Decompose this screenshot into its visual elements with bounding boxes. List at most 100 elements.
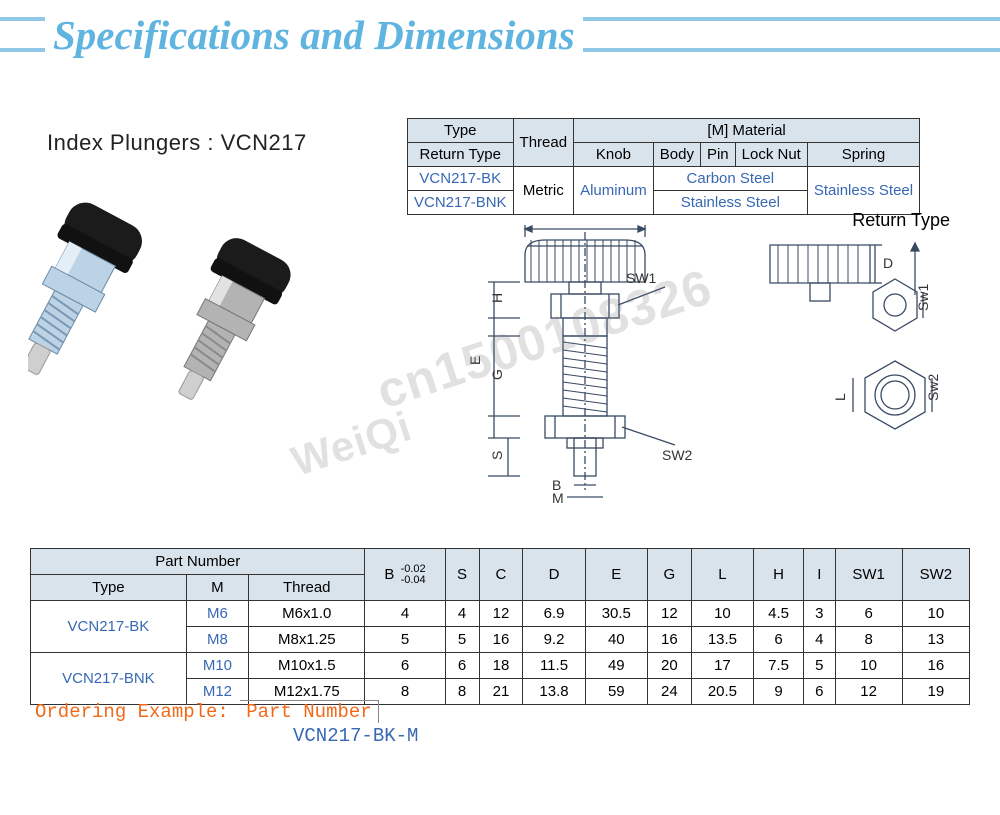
dim-cell: 12 (647, 601, 691, 627)
mat-hdr-thread: Thread (513, 119, 574, 167)
dim-cell: M10 (186, 653, 248, 679)
dim-cell: 59 (585, 679, 647, 705)
mat-bpl-val: Stainless Steel (653, 191, 807, 215)
dim-cell: 16 (647, 627, 691, 653)
dim-cell: 10 (902, 601, 969, 627)
dim-cell: 18 (479, 653, 523, 679)
product-photo (28, 195, 398, 475)
ordering-example: Ordering Example: Part Number (35, 700, 379, 723)
dim-cell: M8x1.25 (249, 627, 365, 653)
dim-hdr-col: H (754, 549, 804, 601)
dim-cell: 20 (647, 653, 691, 679)
svg-text:M: M (552, 490, 564, 506)
dim-cell: M6 (186, 601, 248, 627)
dim-cell: 4 (804, 627, 836, 653)
svg-text:Sw2: Sw2 (925, 374, 941, 401)
dimension-table: Part Number B -0.02-0.04 S C D E G L H I… (30, 548, 970, 705)
svg-text:D: D (883, 255, 893, 271)
dim-cell: 30.5 (585, 601, 647, 627)
dim-cell: 4 (445, 601, 479, 627)
dim-cell: 7.5 (754, 653, 804, 679)
dim-cell: 13.8 (523, 679, 585, 705)
dim-cell: 16 (479, 627, 523, 653)
dim-cell: 5 (365, 627, 445, 653)
mat-row-type: VCN217-BNK (408, 191, 514, 215)
technical-diagram: C SW1 SW2 E H G S B M D (450, 225, 970, 525)
dim-cell: 5 (445, 627, 479, 653)
dim-cell: 17 (691, 653, 753, 679)
dim-cell: 12 (835, 679, 902, 705)
dim-hdr-col: SW2 (902, 549, 969, 601)
dim-cell: 20.5 (691, 679, 753, 705)
dim-hdr-col: SW1 (835, 549, 902, 601)
dim-cell: 9 (754, 679, 804, 705)
svg-text:S: S (489, 451, 505, 460)
dim-cell: 6 (365, 653, 445, 679)
mat-hdr-return: Return Type (408, 143, 514, 167)
mat-bpl-val: Carbon Steel (653, 167, 807, 191)
svg-text:H: H (489, 293, 505, 303)
dim-type: VCN217-BNK (31, 653, 187, 705)
svg-text:SW1: SW1 (626, 270, 657, 286)
dim-cell: 10 (691, 601, 753, 627)
material-table: Type Thread [M] Material Return Type Kno… (407, 118, 920, 215)
mat-hdr-type: Type (408, 119, 514, 143)
dim-hdr-col: C (479, 549, 523, 601)
mat-hdr-knob: Knob (574, 143, 654, 167)
title-bar: Specifications and Dimensions (0, 0, 1000, 70)
dim-cell: 9.2 (523, 627, 585, 653)
mat-hdr-locknut: Lock Nut (735, 143, 807, 167)
dim-hdr-m: M (186, 575, 248, 601)
dim-cell: 19 (902, 679, 969, 705)
dim-cell: 6 (445, 653, 479, 679)
dim-cell: 5 (804, 653, 836, 679)
dim-cell: 6 (835, 601, 902, 627)
mat-spring-val: Stainless Steel (807, 167, 919, 215)
dim-cell: 6 (804, 679, 836, 705)
dim-hdr-col: E (585, 549, 647, 601)
mat-knob-val: Aluminum (574, 167, 654, 215)
dim-hdr-col: S (445, 549, 479, 601)
dim-cell: 10 (835, 653, 902, 679)
dim-type: VCN217-BK (31, 601, 187, 653)
ordering-value: VCN217-BK-M (293, 725, 418, 747)
dim-cell: 16 (902, 653, 969, 679)
dim-hdr-col: G (647, 549, 691, 601)
mat-hdr-pin: Pin (700, 143, 735, 167)
svg-text:C: C (579, 225, 589, 228)
dim-cell: 8 (835, 627, 902, 653)
dim-cell: 12 (479, 601, 523, 627)
dim-cell: 11.5 (523, 653, 585, 679)
product-label: Index Plungers : VCN217 (47, 130, 307, 156)
dim-cell: 4.5 (754, 601, 804, 627)
dim-hdr-b: B -0.02-0.04 (365, 549, 445, 601)
dim-cell: M10x1.5 (249, 653, 365, 679)
svg-text:L: L (832, 393, 848, 401)
svg-text:SW2: SW2 (662, 447, 693, 463)
mat-hdr-body: Body (653, 143, 700, 167)
dim-cell: 8 (445, 679, 479, 705)
mat-hdr-material: [M] Material (574, 119, 920, 143)
mat-thread-val: Metric (513, 167, 574, 215)
dim-cell: 4 (365, 601, 445, 627)
ordering-boxed: Part Number (240, 700, 378, 723)
mat-hdr-spring: Spring (807, 143, 919, 167)
svg-text:Sw1: Sw1 (915, 284, 931, 311)
dim-hdr-thread: Thread (249, 575, 365, 601)
dim-cell: 13 (902, 627, 969, 653)
dim-cell: 6 (754, 627, 804, 653)
dim-hdr-col: D (523, 549, 585, 601)
page-title: Specifications and Dimensions (45, 11, 583, 59)
dim-cell: M6x1.0 (249, 601, 365, 627)
dim-cell: 3 (804, 601, 836, 627)
dim-cell: 24 (647, 679, 691, 705)
dim-hdr-col: I (804, 549, 836, 601)
dim-hdr-col: L (691, 549, 753, 601)
svg-text:G: G (489, 369, 505, 380)
mat-row-type: VCN217-BK (408, 167, 514, 191)
dim-hdr-partnum: Part Number (31, 549, 365, 575)
dim-cell: 21 (479, 679, 523, 705)
ordering-label: Ordering Example: (35, 701, 229, 723)
dim-cell: 13.5 (691, 627, 753, 653)
dim-hdr-type: Type (31, 575, 187, 601)
